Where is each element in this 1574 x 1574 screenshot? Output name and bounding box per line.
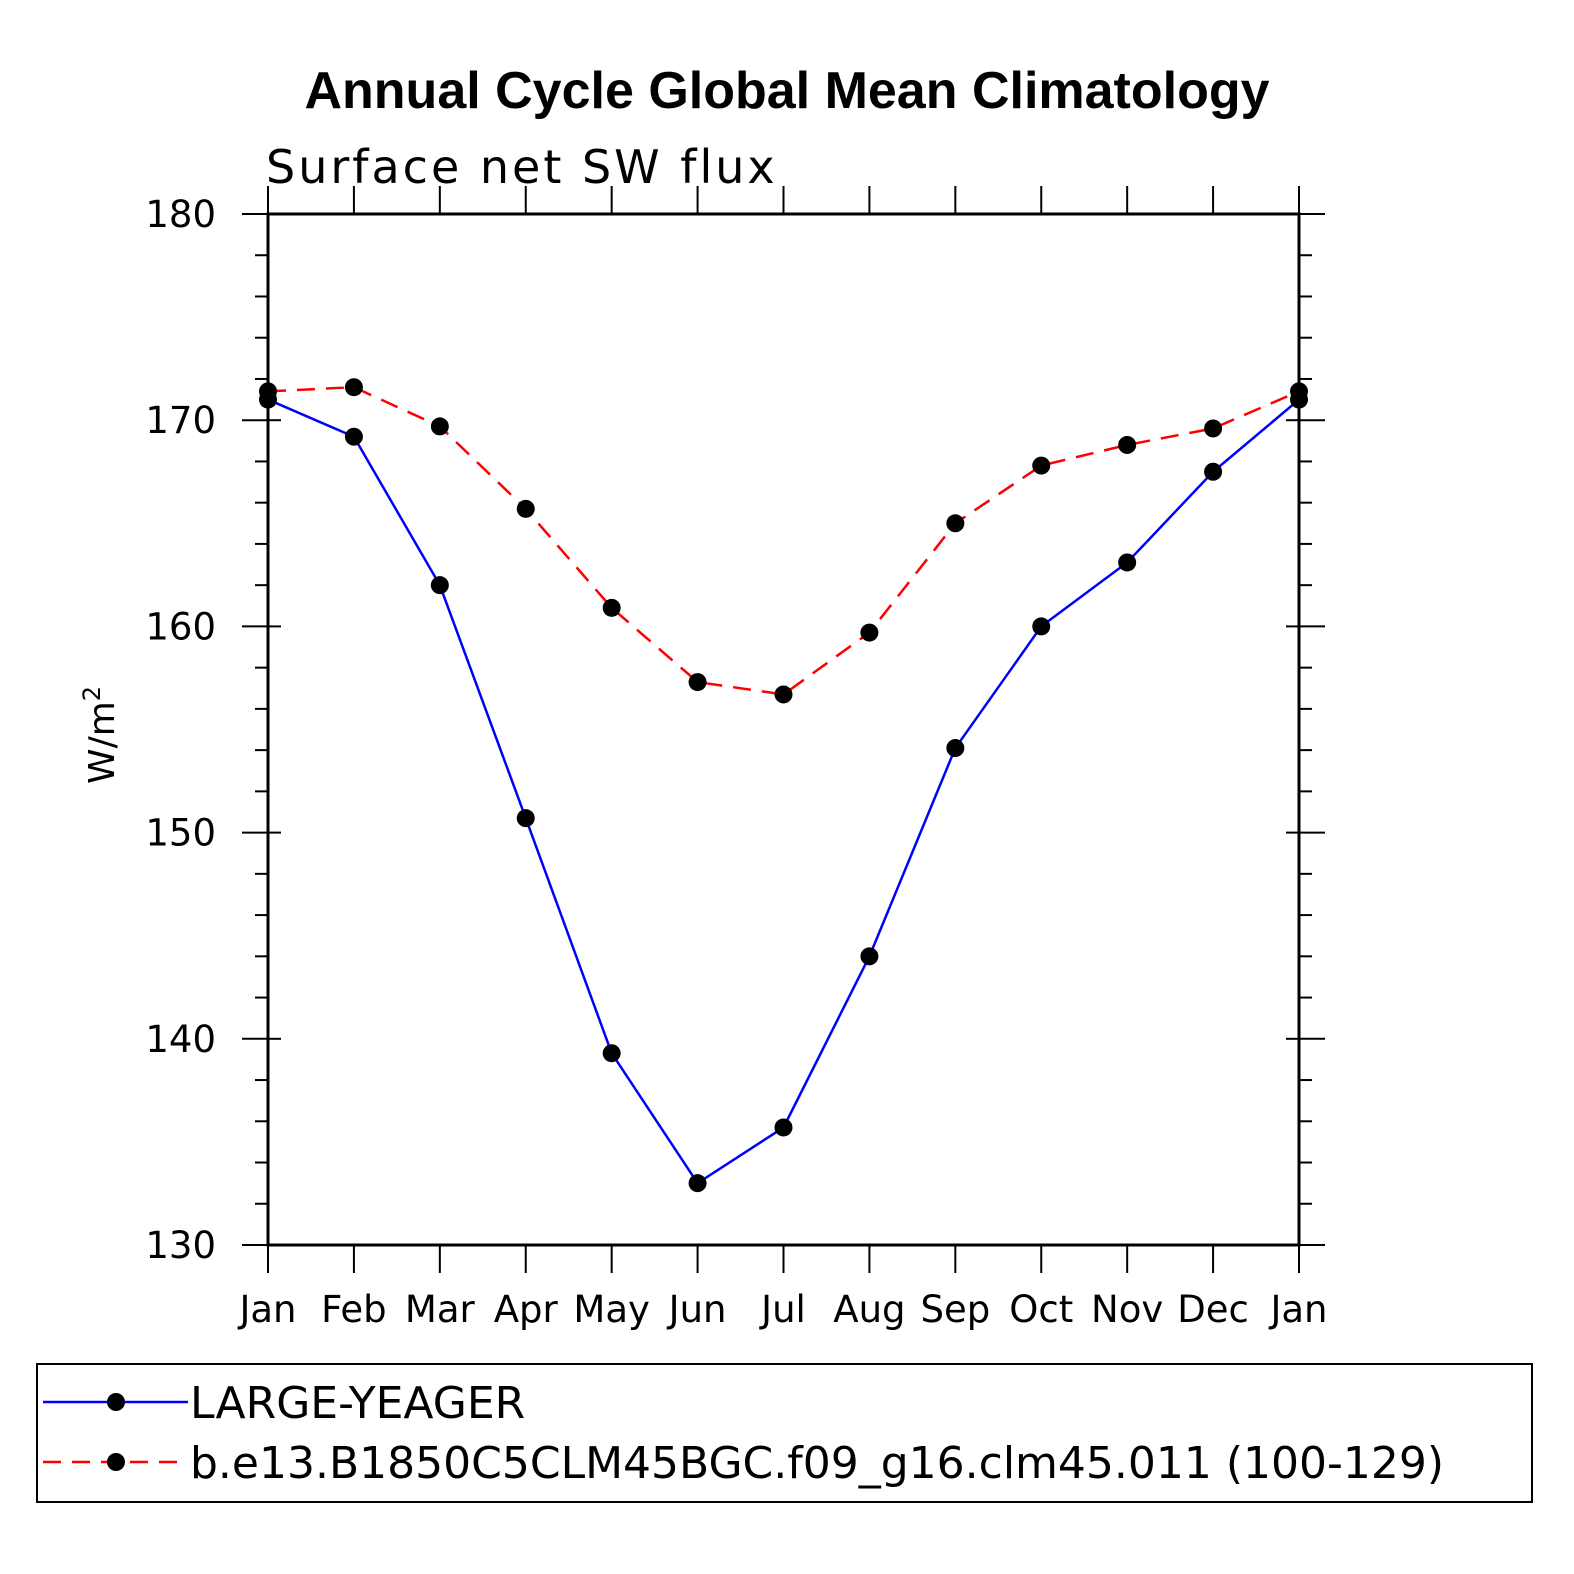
data-point <box>1032 617 1051 636</box>
x-tick-label: Sep <box>920 1288 990 1331</box>
data-point <box>602 1044 621 1063</box>
y-tick-label: 130 <box>145 1224 216 1267</box>
legend-label: b.e13.B1850C5CLM45BGC.f09_g16.clm45.011 … <box>190 1438 1444 1489</box>
legend-entry-1: LARGE-YEAGER <box>43 1378 525 1429</box>
data-point <box>1032 456 1051 475</box>
data-point <box>688 673 707 692</box>
data-point <box>1118 435 1137 454</box>
chart-subtitle: Surface net SW flux <box>266 140 778 194</box>
data-point <box>1290 382 1308 401</box>
data-point <box>602 598 621 617</box>
x-tick-label: Dec <box>1177 1288 1249 1331</box>
y-tick-label: 170 <box>145 399 216 442</box>
legend-marker <box>107 1393 125 1411</box>
legend-label: LARGE-YEAGER <box>190 1378 525 1429</box>
legend-entry-2: b.e13.B1850C5CLM45BGC.f09_g16.clm45.011 … <box>43 1438 1444 1489</box>
series-2 <box>259 378 1308 704</box>
x-tick-label: May <box>573 1288 650 1331</box>
data-point <box>774 685 793 704</box>
data-point <box>430 576 449 595</box>
data-point <box>344 427 363 446</box>
x-tick-label: Mar <box>405 1288 476 1331</box>
y-tick-label: 150 <box>145 812 216 855</box>
data-point <box>430 417 449 436</box>
y-axis-label: W/m2 <box>78 686 123 784</box>
y-tick-label: 140 <box>145 1018 216 1061</box>
chart-title: Annual Cycle Global Mean Climatology <box>304 62 1269 120</box>
data-point <box>946 514 965 533</box>
series-line <box>267 385 1300 696</box>
data-point <box>344 378 363 397</box>
data-point <box>860 623 879 642</box>
data-point <box>1118 553 1137 572</box>
y-axis-label-base: W/m <box>82 701 123 784</box>
data-point <box>516 499 535 518</box>
x-tick-label: Feb <box>321 1288 387 1331</box>
legend: LARGE-YEAGER b.e13.B1850C5CLM45BGC.f09_g1… <box>36 1363 1533 1503</box>
data-point <box>860 947 879 966</box>
x-tick-label: Jan <box>237 1288 296 1331</box>
y-tick-label: 160 <box>145 605 216 648</box>
data-point <box>1204 462 1223 481</box>
x-tick-label: Oct <box>1009 1288 1073 1331</box>
legend-marker <box>107 1453 125 1471</box>
x-tick-label: Jan <box>1268 1288 1327 1331</box>
series-line <box>267 398 1300 1185</box>
series-1 <box>259 390 1308 1193</box>
x-tick-label: Jun <box>667 1288 727 1331</box>
x-tick-label: Jul <box>759 1288 806 1331</box>
y-tick-label: 180 <box>145 193 216 236</box>
x-tick-label: Nov <box>1091 1288 1163 1331</box>
plot-frame <box>266 212 1301 1247</box>
plot-border <box>266 212 1301 1247</box>
data-point <box>1204 419 1223 438</box>
data-point <box>946 739 965 758</box>
x-tick-label: Aug <box>833 1288 905 1331</box>
legend-entries: LARGE-YEAGER b.e13.B1850C5CLM45BGC.f09_g1… <box>43 1378 1444 1489</box>
data-point <box>259 382 277 401</box>
y-axis-label-superscript: 2 <box>78 686 106 701</box>
data-point <box>688 1174 707 1193</box>
legend-box <box>36 1363 1533 1503</box>
x-axis-ticks: Jan Feb Mar Apr May Jun Jul Aug Sep Oct Nov Dec Jan <box>237 186 1328 1331</box>
data-point <box>774 1118 793 1137</box>
series-layer <box>259 378 1308 1193</box>
x-tick-label: Apr <box>494 1288 559 1331</box>
y-axis-ticks: 130 140 150 160 170 180 <box>145 193 1325 1267</box>
data-point <box>516 809 535 828</box>
